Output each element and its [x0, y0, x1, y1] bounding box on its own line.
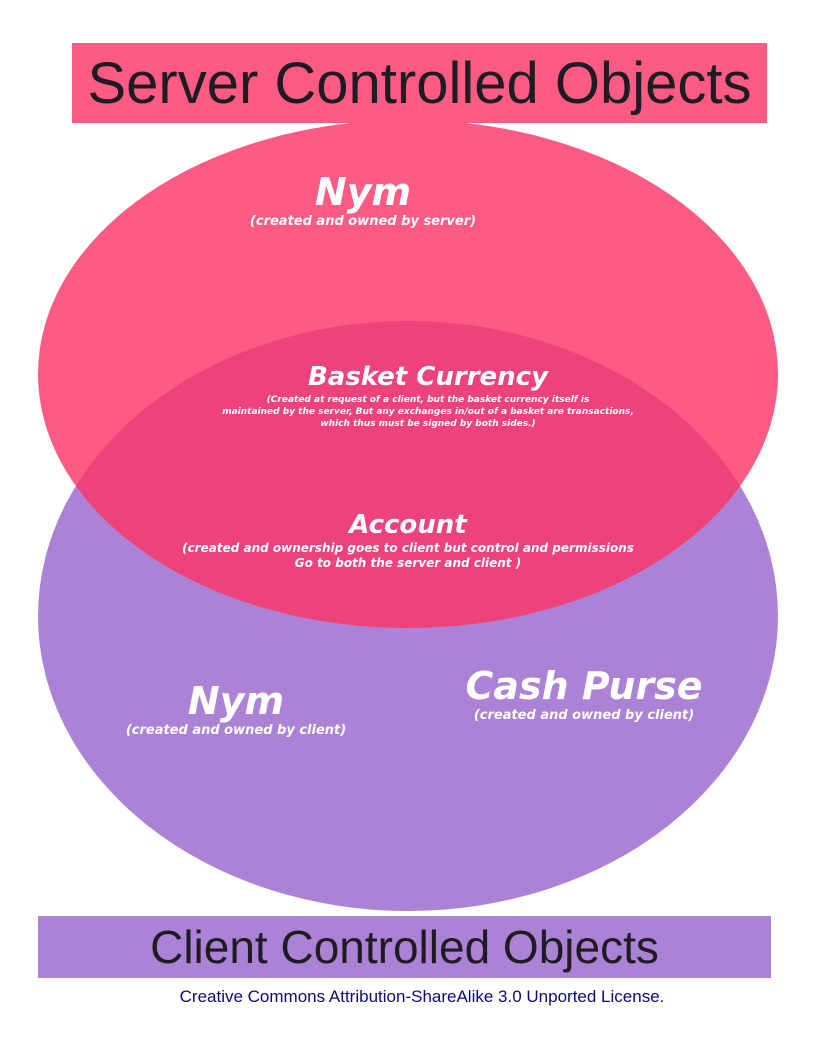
overlap-region	[38, 321, 778, 628]
server-nym-title: Nym	[314, 170, 412, 214]
account-note-line: Go to both the server and client )	[294, 556, 522, 570]
license-text: Creative Commons Attribution-ShareAlike …	[179, 987, 665, 1006]
client-nym-note: (created and owned by client)	[125, 723, 347, 738]
account-note-line: (created and ownership goes to client bu…	[182, 541, 634, 555]
cash-purse-label: Cash Purse (created and owned by client)	[434, 664, 734, 724]
account-title: Account	[349, 510, 467, 540]
cash-purse-note: (created and owned by client)	[473, 708, 695, 723]
client-nym-title: Nym	[187, 679, 285, 723]
server-nym-label: Nym (created and owned by server)	[213, 170, 513, 230]
server-title-banner: Server Controlled Objects	[72, 43, 767, 123]
cash-purse-title: Cash Purse	[465, 664, 703, 708]
basket-currency-title: Basket Currency	[307, 362, 549, 392]
basket-currency-note-line: which thus must be signed by both sides.…	[320, 419, 536, 429]
basket-currency-label: Basket Currency (Created at request of a…	[158, 362, 698, 430]
client-title: Client Controlled Objects	[150, 921, 659, 973]
basket-currency-note-line: maintained by the server, But any exchan…	[222, 407, 634, 417]
client-title-banner: Client Controlled Objects	[38, 916, 771, 978]
client-nym-label: Nym (created and owned by client)	[86, 679, 386, 739]
account-label: Account (created and ownership goes to c…	[158, 509, 658, 571]
server-nym-note: (created and owned by server)	[249, 214, 477, 229]
server-title: Server Controlled Objects	[87, 50, 752, 116]
basket-currency-note-line: (Created at request of a client, but the…	[266, 395, 590, 405]
